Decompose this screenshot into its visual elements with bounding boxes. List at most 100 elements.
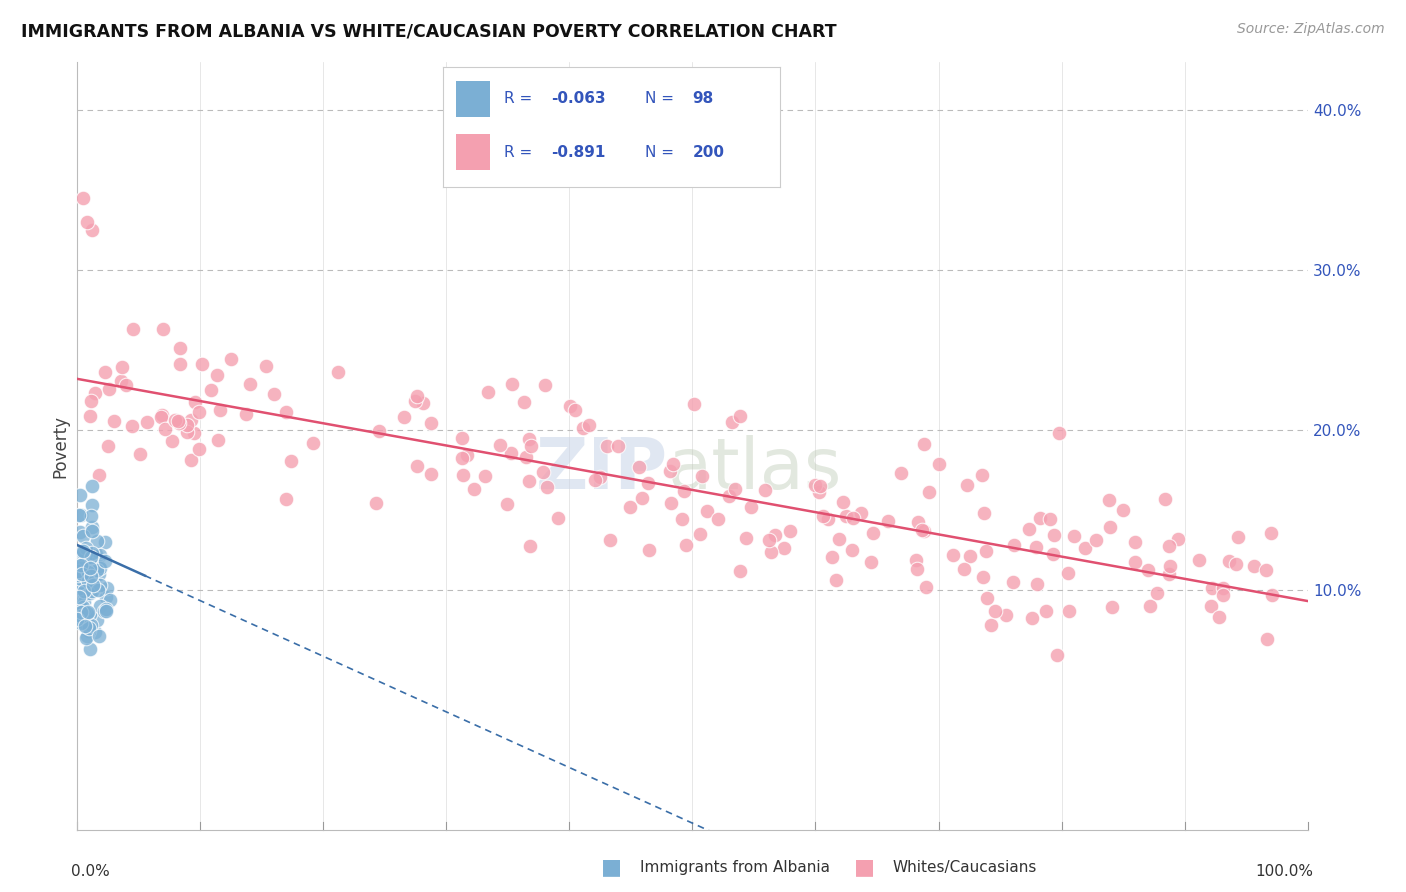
Point [80,546,103,560]
Point [80,479,103,493]
Point [578,417,600,432]
Point [87,628,110,642]
Point [176,425,198,439]
Point [98,382,121,396]
Point [707,511,730,525]
Point [67,508,90,522]
Point [276,492,298,507]
Point [70,577,93,591]
Point [918,485,941,500]
Point [80,575,103,590]
Point [153,422,176,436]
Point [905,562,928,576]
Text: N =: N = [645,145,679,160]
Point [912,437,935,451]
Point [451,467,474,482]
Point [659,495,682,509]
Point [80,583,103,598]
Point [495,497,517,511]
Point [70,608,93,623]
Point [860,555,883,569]
Point [77,565,100,579]
Point [70,566,93,580]
Point [531,465,554,479]
Point [152,321,174,335]
Point [67,575,90,590]
Point [110,374,132,388]
Point [942,548,965,562]
Point [128,447,150,461]
Text: ■: ■ [602,857,621,877]
Point [160,434,183,448]
Point [208,402,231,417]
Point [392,410,415,425]
Point [167,416,190,430]
Point [1112,502,1135,516]
Point [501,377,523,392]
Point [519,539,541,553]
Point [912,524,935,539]
Point [69,558,91,572]
Point [972,467,994,482]
Point [79,586,101,600]
Point [564,402,586,417]
Point [89,467,111,482]
Point [86,534,108,549]
Point [637,476,659,491]
Point [689,527,711,541]
Text: 100.0%: 100.0% [1256,864,1313,880]
Point [841,543,863,558]
Point [718,489,741,503]
Point [1002,538,1025,552]
Point [1057,604,1080,618]
Point [1254,564,1277,578]
Point [82,574,104,589]
Point [627,459,650,474]
Point [456,448,478,462]
Point [67,566,90,580]
Point [1226,530,1249,544]
Point [69,525,91,540]
Point [1042,547,1064,561]
Point [80,498,103,512]
Point [1029,511,1052,525]
Point [76,606,98,620]
Point [115,377,138,392]
Point [69,581,91,595]
Point [254,359,277,373]
Point [87,567,110,582]
Point [1157,539,1180,553]
Point [474,469,496,483]
Point [94,553,117,567]
Point [412,396,434,410]
Text: R =: R = [503,145,537,160]
Point [1046,648,1069,662]
Point [572,421,595,435]
Point [560,399,582,413]
Text: ZIP: ZIP [536,434,668,503]
Point [82,223,104,237]
Point [89,548,111,562]
Text: 98: 98 [693,91,714,106]
Point [956,478,979,492]
Point [1123,535,1146,549]
Point [80,520,103,534]
Point [1021,611,1043,625]
Point [77,624,100,639]
Text: -0.891: -0.891 [551,145,605,160]
Point [1212,588,1234,602]
Point [728,409,751,423]
Point [280,454,302,468]
Point [84,547,107,561]
Point [80,618,103,632]
Point [84,624,107,639]
Point [1084,533,1107,547]
Point [72,558,94,572]
Point [72,191,94,205]
Point [70,508,93,523]
Point [200,383,222,397]
Point [1256,632,1278,646]
Point [86,563,108,577]
Point [513,395,536,409]
Point [740,500,762,514]
